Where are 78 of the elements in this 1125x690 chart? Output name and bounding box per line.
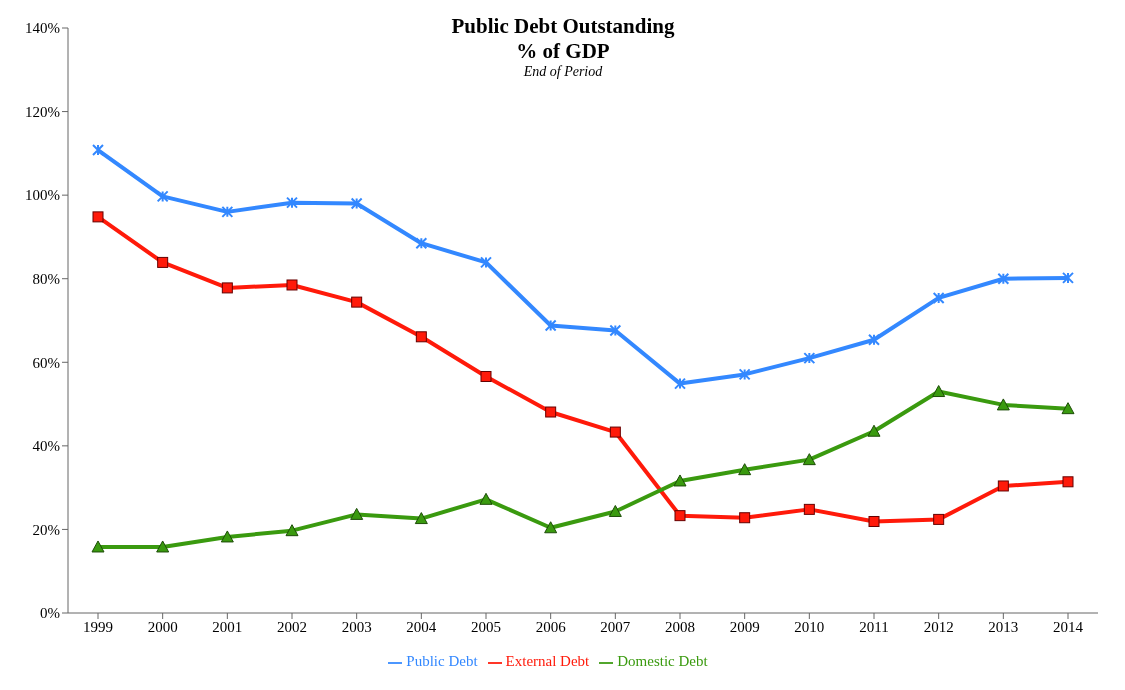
point xyxy=(480,256,492,269)
point xyxy=(608,504,622,517)
x-tick-label: 2012 xyxy=(923,618,954,635)
point xyxy=(1061,402,1075,415)
legend-label: Domestic Debt xyxy=(617,653,708,669)
y-tick-label: 60% xyxy=(32,354,60,371)
x-tick-label: 2014 xyxy=(1053,618,1084,635)
text: % of GDP xyxy=(515,39,611,64)
point xyxy=(286,279,298,291)
x-tick-label: 2005 xyxy=(471,618,501,635)
x-tick-label: 2008 xyxy=(665,618,695,635)
y-tick-label: 80% xyxy=(32,271,60,288)
point xyxy=(414,512,428,525)
point xyxy=(415,331,427,343)
point xyxy=(996,398,1010,411)
x-tick-label: 2004 xyxy=(406,618,437,635)
point xyxy=(803,503,815,515)
point xyxy=(220,530,234,543)
chart-title: Public Debt Outstanding xyxy=(451,14,675,38)
point xyxy=(867,424,881,437)
point xyxy=(480,370,492,382)
point xyxy=(415,237,428,250)
point xyxy=(738,463,752,476)
point xyxy=(156,190,169,203)
x-tick-label: 2006 xyxy=(535,618,567,635)
point xyxy=(803,352,816,365)
point xyxy=(1062,476,1074,488)
point xyxy=(285,524,299,537)
point xyxy=(674,377,686,390)
point xyxy=(350,507,364,520)
y-tick-label: 140% xyxy=(25,20,60,37)
point xyxy=(802,453,816,466)
point xyxy=(351,296,363,308)
point xyxy=(997,480,1009,492)
legend-label: External Debt xyxy=(505,653,590,669)
y-tick-label: 40% xyxy=(32,438,60,455)
point xyxy=(156,540,170,553)
annotation: End of Period xyxy=(522,64,604,80)
x-tick-label: 2003 xyxy=(341,618,372,635)
x-tick-label: 2009 xyxy=(729,618,760,635)
x-tick-label: 2013 xyxy=(988,618,1019,635)
point xyxy=(609,324,622,337)
point xyxy=(868,333,880,346)
y-tick-label: 20% xyxy=(32,521,60,538)
point xyxy=(544,521,558,534)
x-tick-label: 2011 xyxy=(859,618,889,635)
x-tick-label: 2010 xyxy=(794,618,825,635)
point xyxy=(350,197,363,210)
point xyxy=(739,512,751,524)
point xyxy=(92,144,104,157)
x-tick-label: 2007 xyxy=(600,618,631,635)
point xyxy=(674,510,686,522)
point xyxy=(479,492,493,505)
point xyxy=(932,385,946,398)
point xyxy=(609,426,621,438)
point xyxy=(933,513,945,525)
point xyxy=(221,282,233,294)
x-tick-label: 2000 xyxy=(147,618,178,635)
point xyxy=(868,515,880,527)
y-tick-label: 100% xyxy=(25,187,60,204)
y-tick-label: 0% xyxy=(40,605,60,622)
point xyxy=(997,272,1010,285)
legend-label: Public Debt xyxy=(406,653,478,669)
point xyxy=(221,205,234,218)
point xyxy=(545,406,557,418)
point xyxy=(286,196,298,209)
x-tick-label: 2001 xyxy=(212,618,243,635)
y-tick-label: 120% xyxy=(25,103,60,120)
point xyxy=(91,540,105,553)
point xyxy=(1062,271,1074,284)
point xyxy=(544,319,557,332)
point xyxy=(92,211,104,223)
point xyxy=(157,256,169,268)
point xyxy=(673,474,687,487)
point xyxy=(932,291,945,304)
point xyxy=(738,368,751,381)
x-tick-label: 1999 xyxy=(83,618,113,635)
x-tick-label: 2002 xyxy=(277,618,307,635)
